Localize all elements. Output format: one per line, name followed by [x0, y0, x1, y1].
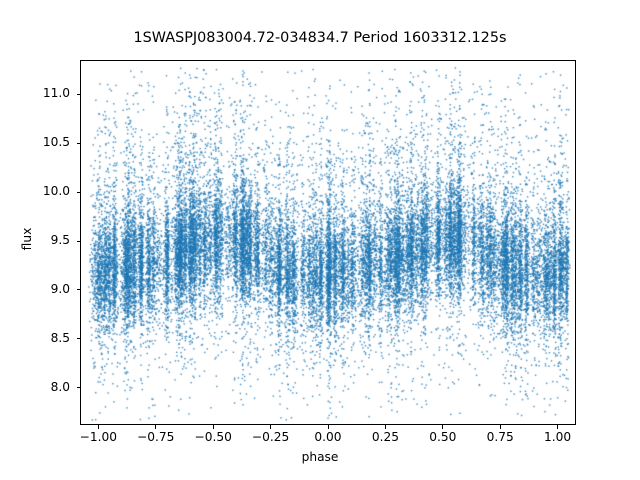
- x-tick-label: 0.75: [486, 430, 514, 444]
- y-axis-label: flux: [20, 227, 34, 251]
- y-tick-label: 9.5: [50, 233, 70, 248]
- y-tick-mark: [76, 289, 80, 291]
- y-tick-label: 9.0: [50, 281, 70, 296]
- chart-title: 1SWASPJ083004.72-034834.7 Period 1603312…: [133, 30, 507, 46]
- y-tick-mark: [76, 93, 80, 95]
- x-tick-label: −1.00: [79, 430, 118, 444]
- x-tick-label: −0.50: [194, 430, 232, 444]
- x-tick-mark: [557, 425, 559, 429]
- y-tick-label: 8.5: [50, 330, 70, 345]
- y-tick-label: 10.5: [42, 135, 70, 150]
- x-tick-label: 1.00: [544, 430, 572, 444]
- scatter-points-layer: [81, 61, 575, 424]
- x-tick-mark: [384, 425, 386, 429]
- x-tick-mark: [499, 425, 501, 429]
- y-tick-label: 8.0: [50, 379, 70, 394]
- x-tick-mark: [270, 425, 272, 429]
- x-axis-label: phase: [301, 450, 339, 464]
- x-tick-mark: [212, 425, 214, 429]
- x-tick-label: −0.25: [251, 430, 290, 444]
- y-tick-mark: [76, 142, 80, 144]
- y-tick-label: 11.0: [42, 86, 70, 101]
- x-tick-label: −0.75: [137, 430, 175, 444]
- x-tick-mark: [442, 425, 444, 429]
- x-tick-mark: [155, 425, 157, 429]
- x-tick-mark: [97, 425, 99, 429]
- x-tick-label: 0.00: [314, 430, 342, 444]
- y-tick-mark: [76, 191, 80, 193]
- x-tick-label: 0.50: [429, 430, 457, 444]
- y-tick-mark: [76, 387, 80, 389]
- plot-area: [80, 60, 576, 425]
- y-tick-mark: [76, 240, 80, 242]
- x-tick-label: 0.25: [371, 430, 399, 444]
- y-tick-label: 10.0: [42, 184, 70, 199]
- x-tick-mark: [327, 425, 329, 429]
- y-tick-mark: [76, 338, 80, 340]
